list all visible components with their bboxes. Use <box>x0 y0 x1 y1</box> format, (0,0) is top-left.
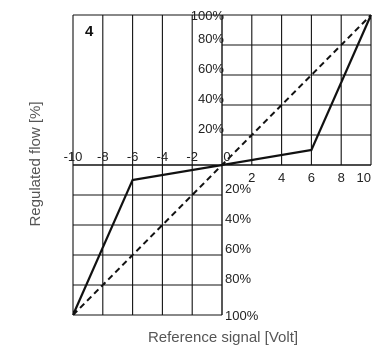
x-tick-label: 4 <box>278 170 285 185</box>
y-tick-label: 40% <box>198 91 224 106</box>
x-tick-label: 0 <box>223 149 230 164</box>
panel-label: 4 <box>85 23 94 40</box>
y-tick-label: 80% <box>198 31 224 46</box>
y-tick-label: 20% <box>225 181 251 196</box>
y-tick-labels: 100% 80% 60% 40% 20% 20% 40% 60% 80% 100% <box>191 8 259 323</box>
x-tick-label: -10 <box>64 149 83 164</box>
x-tick-label: -4 <box>157 149 169 164</box>
y-tick-label: 20% <box>198 121 224 136</box>
y-tick-label: 100% <box>225 308 259 323</box>
y-tick-label: 100% <box>191 8 225 23</box>
series-line-dashed <box>72 14 372 316</box>
y-tick-label: 60% <box>198 61 224 76</box>
y-tick-label: 60% <box>225 241 251 256</box>
x-tick-label: -8 <box>97 149 109 164</box>
x-tick-label: 8 <box>338 170 345 185</box>
y-tick-label: 80% <box>225 271 251 286</box>
x-tick-label: 10 <box>357 170 371 185</box>
x-tick-label: 2 <box>248 170 255 185</box>
x-axis-title: Reference signal [Volt] <box>148 329 298 346</box>
y-tick-label: 40% <box>225 211 251 226</box>
x-tick-label: -2 <box>186 149 198 164</box>
x-tick-label: -6 <box>127 149 139 164</box>
x-tick-labels: -10 -8 -6 -4 -2 0 2 4 6 8 10 <box>64 149 371 185</box>
x-tick-label: 6 <box>308 170 315 185</box>
y-axis-title: Regulated flow [%] <box>27 101 44 226</box>
grid-lines <box>72 14 372 316</box>
series-lines <box>71 14 373 316</box>
